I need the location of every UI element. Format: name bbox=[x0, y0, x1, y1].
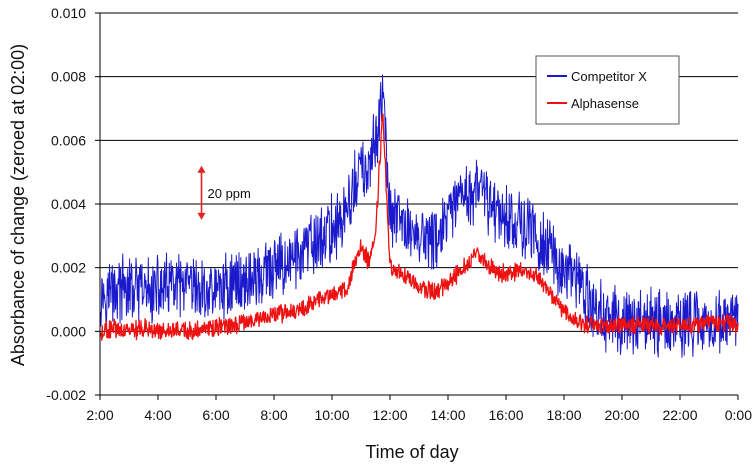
legend: Competitor X Alphasense bbox=[535, 55, 680, 125]
x-axis-title: Time of day bbox=[365, 442, 458, 462]
series-layer bbox=[99, 74, 739, 358]
x-tick-label-6: 14:00 bbox=[430, 407, 465, 423]
series-line-alphasense bbox=[99, 113, 739, 341]
y-tick-label-1: 0.000 bbox=[51, 323, 86, 339]
legend-label-alphasense: Alphasense bbox=[571, 96, 639, 111]
x-tick-label-7: 16:00 bbox=[488, 407, 523, 423]
series-line-competitor-x bbox=[99, 74, 739, 358]
y-tick-labels: -0.002 0.000 0.002 0.004 0.006 0.008 0.010 bbox=[46, 5, 86, 403]
x-tick-label-8: 18:00 bbox=[546, 407, 581, 423]
y-tick-label-2: 0.002 bbox=[51, 260, 86, 276]
y-axis-title: Absorbance of change (zeroed at 02:00) bbox=[8, 44, 28, 366]
legend-label-competitor-x: Competitor X bbox=[571, 69, 647, 84]
y-tick-label-6: 0.010 bbox=[51, 5, 86, 21]
y-tick-label-4: 0.006 bbox=[51, 132, 86, 148]
y-tick-label-5: 0.008 bbox=[51, 69, 86, 85]
annotation-arrowhead-top bbox=[197, 165, 206, 173]
x-tick-label-2: 6:00 bbox=[202, 407, 229, 423]
y-tick-label-0: -0.002 bbox=[46, 387, 86, 403]
axes bbox=[95, 12, 739, 400]
x-tick-label-4: 10:00 bbox=[314, 407, 349, 423]
x-tick-label-11: 0:00 bbox=[725, 407, 752, 423]
legend-box bbox=[535, 55, 680, 125]
annotation-label: 20 ppm bbox=[208, 186, 251, 201]
y-tick-label-3: 0.004 bbox=[51, 196, 86, 212]
annotation-20ppm: 20 ppm bbox=[197, 165, 251, 220]
x-tick-label-5: 12:00 bbox=[372, 407, 407, 423]
x-tick-labels: 2:00 4:00 6:00 8:00 10:00 12:00 14:00 16:00 18:0… bbox=[86, 407, 752, 423]
x-tick-label-3: 8:00 bbox=[260, 407, 287, 423]
x-tick-label-1: 4:00 bbox=[144, 407, 171, 423]
x-tick-label-0: 2:00 bbox=[86, 407, 113, 423]
annotation-arrowhead-bottom bbox=[197, 212, 206, 220]
x-tick-label-10: 22:00 bbox=[662, 407, 697, 423]
x-tick-label-9: 20:00 bbox=[604, 407, 639, 423]
